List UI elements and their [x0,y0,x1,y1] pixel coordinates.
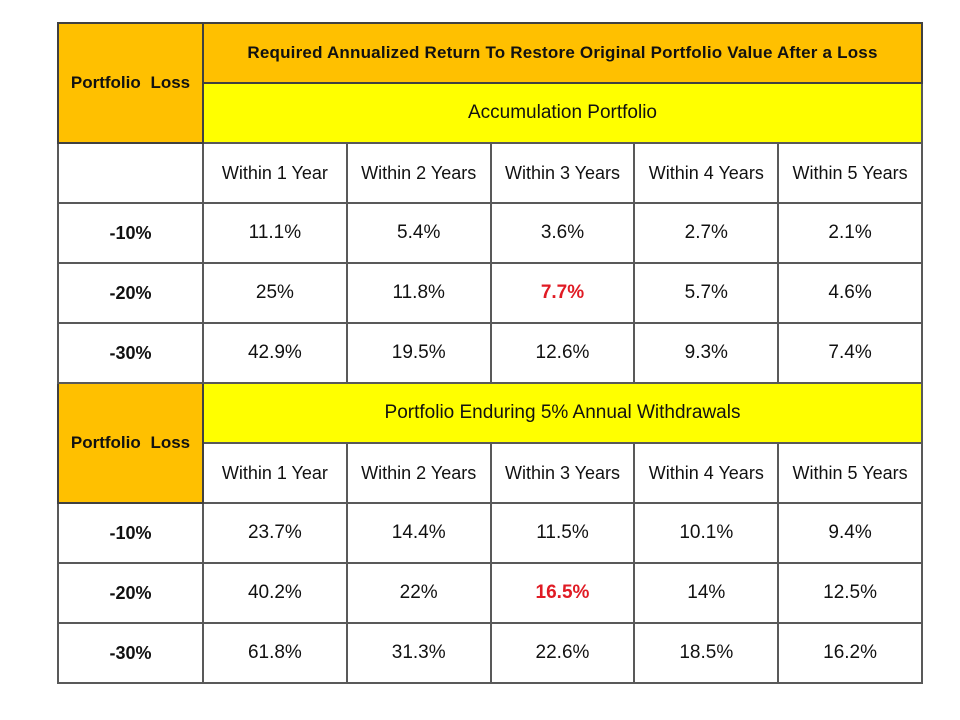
data-cell: 2.7% [633,202,780,264]
table-row: Within 1 Year Within 2 Years Within 3 Ye… [58,442,923,504]
data-cell: 10.1% [633,502,780,564]
table-row: Accumulation Portfolio [58,82,923,144]
table-row: Portfolio Loss Required Annualized Retur… [57,22,923,144]
column-header-within-5-years: Within 5 Years [777,442,923,504]
data-cell: 4.6% [777,262,923,324]
table-row: Within 1 Year Within 2 Years Within 3 Ye… [57,142,923,204]
data-cell: 16.2% [777,622,923,684]
data-cell: 42.9% [202,322,348,384]
section-title-withdrawals: Portfolio Enduring 5% Annual Withdrawals [202,382,923,444]
blank-cell [57,142,204,204]
table-row: -10% 11.1% 5.4% 3.6% 2.7% 2.1% [57,202,923,264]
table-main-title: Required Annualized Return To Restore Or… [202,22,923,84]
table-row: Portfolio Loss Portfolio Enduring 5% Ann… [57,382,923,504]
row-label: -30% [57,322,204,384]
data-cell: 40.2% [202,562,348,624]
column-header-within-2-years: Within 2 Years [345,142,492,204]
table-row: -30% 42.9% 19.5% 12.6% 9.3% 7.4% [57,322,923,384]
data-cell: 31.3% [345,622,492,684]
data-cell-highlighted: 7.7% [489,262,636,324]
row-label: -10% [57,202,204,264]
table-row: -30% 61.8% 31.3% 22.6% 18.5% 16.2% [57,622,923,684]
data-cell: 14.4% [345,502,492,564]
table-row: -20% 25% 11.8% 7.7% 5.7% 4.6% [57,262,923,324]
data-cell: 5.7% [633,262,780,324]
data-cell: 11.8% [345,262,492,324]
data-cell: 11.1% [202,202,348,264]
data-cell: 9.3% [633,322,780,384]
data-cell: 14% [633,562,780,624]
row-label: -20% [57,262,204,324]
data-cell: 7.4% [777,322,923,384]
column-header-within-3-years: Within 3 Years [489,442,636,504]
section-title-accumulation: Accumulation Portfolio [202,82,923,144]
column-header-within-2-years: Within 2 Years [345,442,492,504]
data-cell: 2.1% [777,202,923,264]
data-cell: 12.5% [777,562,923,624]
data-cell: 23.7% [202,502,348,564]
column-header-within-4-years: Within 4 Years [633,142,780,204]
data-cell: 61.8% [202,622,348,684]
table-row: -10% 23.7% 14.4% 11.5% 10.1% 9.4% [57,502,923,564]
data-cell: 19.5% [345,322,492,384]
data-cell: 22% [345,562,492,624]
portfolio-loss-table: Portfolio Loss Required Annualized Retur… [57,22,923,684]
column-header-within-3-years: Within 3 Years [489,142,636,204]
column-header-within-1-year: Within 1 Year [202,142,348,204]
data-cell: 22.6% [489,622,636,684]
row-label: -30% [57,622,204,684]
table-row: -20% 40.2% 22% 16.5% 14% 12.5% [57,562,923,624]
column-header-within-4-years: Within 4 Years [633,442,780,504]
data-cell: 5.4% [345,202,492,264]
row-label: -20% [57,562,204,624]
data-cell: 12.6% [489,322,636,384]
data-cell: 18.5% [633,622,780,684]
data-cell-highlighted: 16.5% [489,562,636,624]
row-label: -10% [57,502,204,564]
data-cell: 11.5% [489,502,636,564]
column-header-within-5-years: Within 5 Years [777,142,923,204]
column-header-within-1-year: Within 1 Year [202,442,348,504]
corner-cell-portfolio-loss-top: Portfolio Loss [57,22,204,144]
data-cell: 25% [202,262,348,324]
data-cell: 9.4% [777,502,923,564]
data-cell: 3.6% [489,202,636,264]
corner-cell-portfolio-loss-bottom: Portfolio Loss [57,382,204,504]
